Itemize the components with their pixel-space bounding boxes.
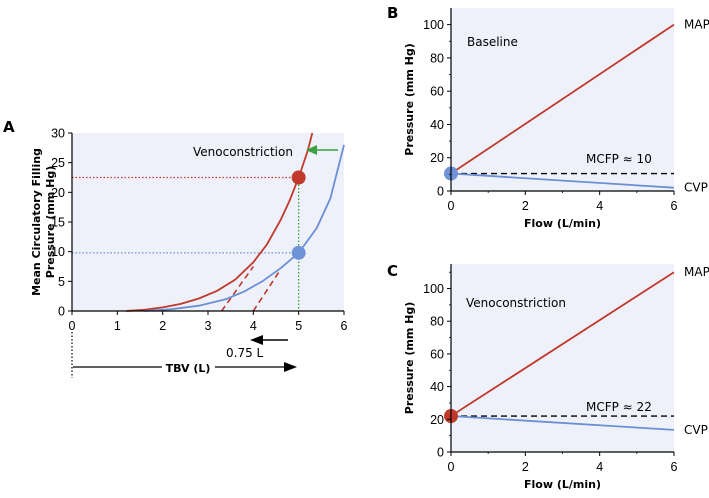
x-tick-label-a: 2: [159, 319, 166, 333]
cvp-label-c: CVP: [684, 423, 708, 437]
y-axis-label-b: Pressure (mm Hg): [403, 43, 416, 155]
tangent-line-1: [220, 266, 254, 312]
cvp-line-b: [450, 172, 675, 189]
x-tick-label-a: 1: [114, 319, 121, 333]
map-line-c: [450, 271, 675, 417]
cvp-line-c: [450, 415, 675, 431]
panel-c-chart: MAP CVP 0 20 40 60 80 100 0 2 4 6 Flow (L/min) Pressu…: [403, 264, 709, 491]
cvp-label-b: CVP: [684, 181, 708, 195]
y-tick-label-b: 100: [423, 18, 444, 32]
x-axis-label-b: Flow (L/min): [524, 217, 601, 230]
green-arrowhead: [306, 145, 317, 155]
x-tick-label-a: 5: [295, 319, 302, 333]
shift-label: 0.75 L: [226, 346, 264, 360]
compliance-curve-blue: [144, 144, 345, 312]
x-tick-label-c: 0: [448, 460, 455, 474]
y-tick-label-b: 60: [430, 85, 444, 99]
panel-letter-c: C: [387, 262, 398, 280]
y-tick-label-a: 30: [51, 127, 65, 141]
x-tick-label-a: 6: [341, 319, 348, 333]
inner-label-c: Venoconstriction: [466, 296, 566, 310]
shift-arrowhead: [250, 335, 263, 345]
annotation-venoconstriction: Venoconstriction: [193, 145, 293, 159]
map-label-b: MAP: [684, 18, 709, 32]
tbv-arrowhead: [284, 362, 297, 372]
y-tick-label-a: 25: [51, 156, 65, 170]
y-tick-label-a: 15: [51, 216, 65, 230]
x-tick-label-c: 6: [671, 460, 678, 474]
x-axis-label-c: Flow (L/min): [524, 478, 601, 491]
y-tick-label-c: 20: [430, 413, 444, 427]
y-axis-label-c: Pressure (mm Hg): [403, 302, 416, 414]
tbv-label: TBV (L): [166, 362, 211, 375]
plot-area-a: [72, 133, 344, 311]
x-tick-label-a: 3: [205, 319, 212, 333]
panel-letter-b: B: [387, 4, 398, 22]
panel-b-chart: MAP CVP 0 20 40 60 80 100 0 2 4 6 Flow (L/min) Pressu…: [403, 8, 709, 230]
mcfp-label-b: MCFP ≈ 10: [586, 152, 652, 166]
y-tick-label-a: 5: [58, 275, 65, 289]
x-tick-label-b: 0: [448, 199, 455, 213]
y-tick-label-c: 80: [430, 315, 444, 329]
x-tick-label-b: 4: [596, 199, 603, 213]
y-tick-label-a: 10: [51, 245, 65, 259]
y-tick-label-c: 0: [437, 446, 444, 460]
x-tick-label-a: 4: [250, 319, 257, 333]
y-tick-label-c: 60: [430, 347, 444, 361]
y-tick-label-c: 40: [430, 380, 444, 394]
inner-label-b: Baseline: [467, 35, 518, 49]
operating-point-1: [291, 170, 306, 185]
y-axis-label-a: Mean Circulatory FillingPressure (mm Hg): [30, 148, 57, 296]
y-tick-label-b: 80: [430, 51, 444, 65]
y-tick-label-a: 0: [58, 305, 65, 319]
x-tick-label-b: 2: [522, 199, 529, 213]
mcfp-label-c: MCFP ≈ 22: [586, 400, 652, 414]
map-label-c: MAP: [684, 265, 709, 279]
panel-letter-a: A: [3, 118, 15, 136]
y-tick-label-a: 20: [51, 186, 65, 200]
x-tick-label-a: 0: [69, 319, 76, 333]
tangent-line-2: [252, 269, 282, 312]
x-tick-label-b: 6: [671, 199, 678, 213]
operating-point-2: [291, 245, 306, 260]
map-line-b: [450, 23, 675, 175]
y-tick-label-b: 0: [437, 185, 444, 199]
y-tick-label-b: 40: [430, 118, 444, 132]
y-tick-label-c: 100: [423, 282, 444, 296]
x-tick-label-c: 2: [522, 460, 529, 474]
y-tick-label-b: 20: [430, 151, 444, 165]
x-tick-label-c: 4: [596, 460, 603, 474]
panel-a-chart: 0 5 10 15 20 25 30 0 1 2 3 4 5 6 Mean Circulatory Fill…: [30, 127, 348, 378]
